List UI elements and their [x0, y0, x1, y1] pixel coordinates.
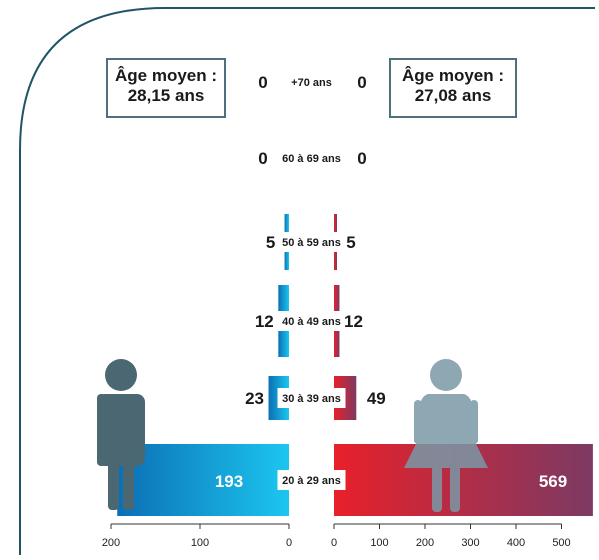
women-average-box: Âge moyen : 27,08 ans [389, 58, 517, 118]
x-axes: 200 100 0 0 100 200 300 400 500 [102, 523, 571, 549]
women-value-2: 5 [346, 233, 355, 252]
women-axis-tick-label-0: 0 [331, 537, 337, 549]
frame-border [19, 7, 595, 555]
women-axis-tick-label-2: 200 [416, 537, 434, 549]
category-label-bg-3 [277, 311, 346, 331]
women-axis-tick-label-3: 300 [461, 537, 479, 549]
men-value-3: 12 [255, 312, 274, 331]
men-value-2: 5 [266, 233, 275, 252]
women-bars [334, 214, 593, 516]
men-axis-tick-label-1: 100 [191, 537, 209, 549]
women-value-5: 569 [539, 472, 567, 491]
men-average-box: Âge moyen : 28,15 ans [106, 58, 226, 118]
women-axis-tick-label-4: 400 [507, 537, 525, 549]
category-label-bg-2 [277, 232, 346, 252]
man-icon [97, 359, 145, 510]
men-axis-tick-label-2: 0 [286, 537, 292, 549]
category-label-bg-5 [277, 470, 346, 490]
men-average-value: 28,15 ans [127, 86, 205, 105]
men-bars [117, 214, 289, 516]
women-value-3: 12 [344, 312, 363, 331]
women-average-value: 27,08 ans [414, 86, 492, 105]
category-label-3: 40 à 49 ans [282, 316, 341, 328]
value-labels: +70 ans 0 0 60 à 69 ans 0 0 50 à 59 ans 5 5 40 à … [215, 73, 567, 491]
women-average-label: Âge moyen : [401, 66, 505, 85]
category-label-bg-4 [277, 388, 346, 408]
woman-icon [404, 359, 488, 512]
category-label-1: 60 à 69 ans [282, 153, 341, 165]
women-axis-tick-label-5: 500 [552, 537, 570, 549]
men-value-0: 0 [258, 73, 267, 92]
women-axis-tick-label-1: 100 [370, 537, 388, 549]
category-label-2: 50 à 59 ans [282, 237, 341, 249]
women-value-1: 0 [357, 149, 366, 168]
men-bar-5 [117, 444, 289, 516]
men-value-4: 23 [245, 389, 264, 408]
women-value-0: 0 [357, 73, 366, 92]
category-label-0: +70 ans [291, 77, 332, 89]
men-axis-tick-label-0: 200 [102, 537, 120, 549]
men-value-5: 193 [215, 472, 243, 491]
men-average-label: Âge moyen : [114, 66, 218, 85]
women-value-4: 49 [367, 389, 386, 408]
men-value-1: 0 [258, 149, 267, 168]
category-label-5: 20 à 29 ans [282, 475, 341, 487]
category-label-4: 30 à 39 ans [282, 393, 341, 405]
